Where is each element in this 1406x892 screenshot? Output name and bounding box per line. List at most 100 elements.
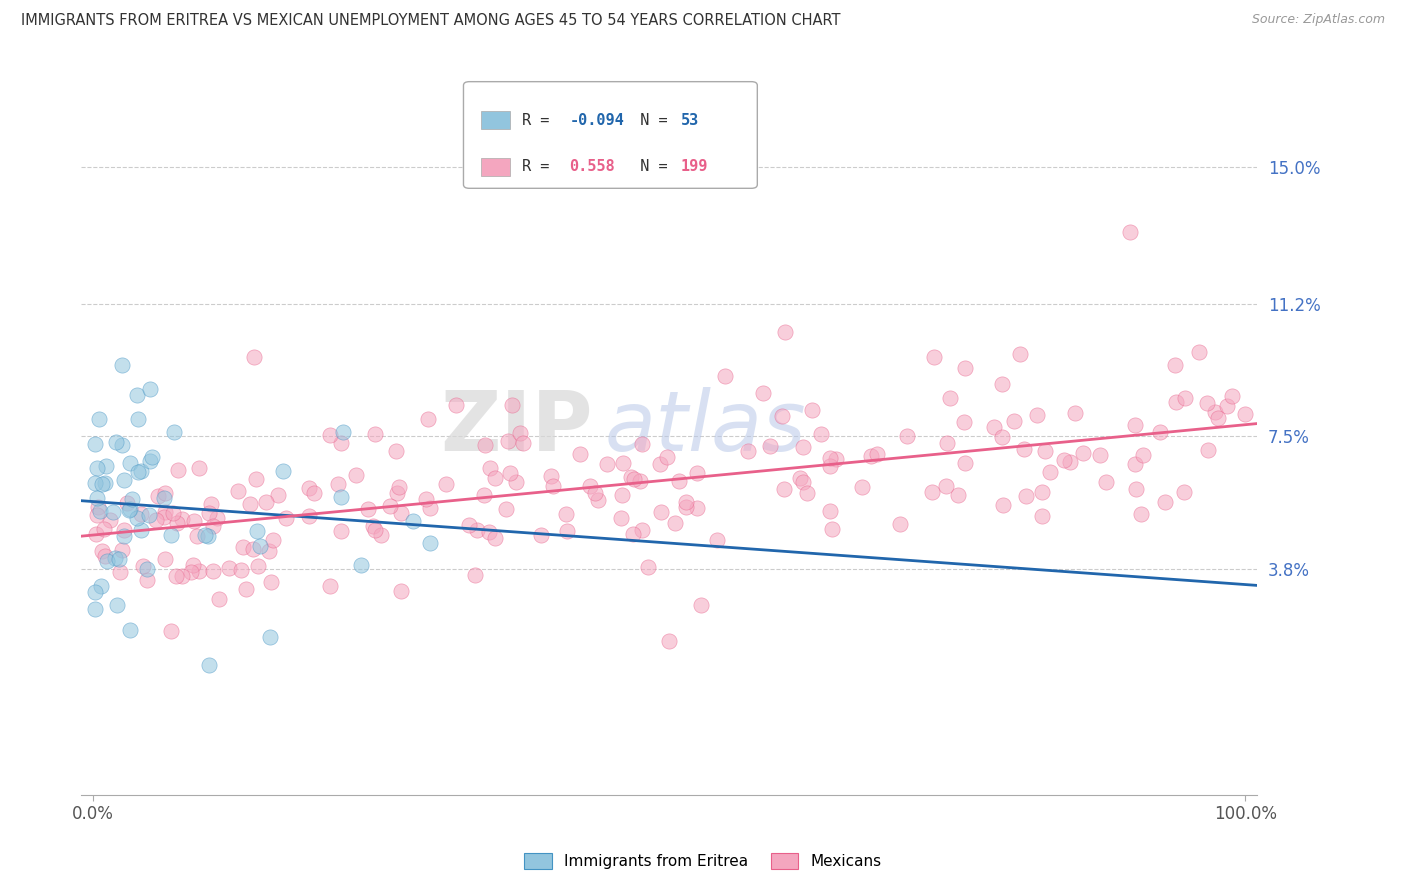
Point — [751, 385, 773, 400]
Point — [631, 523, 654, 537]
Point — [484, 532, 506, 546]
Point — [496, 434, 519, 449]
Point — [125, 387, 148, 401]
Point — [1059, 455, 1081, 469]
Point — [146, 489, 169, 503]
Point — [153, 505, 176, 519]
Point — [586, 493, 609, 508]
Point — [245, 472, 267, 486]
Point — [1234, 408, 1257, 422]
Point — [330, 436, 353, 450]
Point — [319, 579, 342, 593]
Point — [499, 466, 522, 480]
Point — [105, 598, 128, 612]
Point — [197, 657, 219, 672]
Point — [232, 540, 254, 554]
Point — [953, 456, 976, 470]
Point — [180, 566, 202, 580]
Point — [1222, 389, 1244, 403]
Point — [118, 623, 141, 637]
Point — [689, 598, 711, 612]
Point — [139, 382, 162, 396]
Point — [127, 465, 149, 479]
Point — [298, 508, 321, 523]
Point — [153, 486, 176, 500]
Point — [163, 425, 186, 439]
Point — [478, 524, 501, 539]
Point — [773, 482, 796, 496]
Point — [825, 452, 848, 467]
Point — [706, 533, 728, 548]
Point — [820, 458, 842, 473]
Point — [953, 361, 976, 376]
Point — [1064, 405, 1087, 419]
Point — [501, 398, 523, 412]
Point — [1015, 489, 1038, 503]
Point — [474, 488, 496, 502]
Point — [1197, 396, 1219, 410]
Point — [512, 435, 534, 450]
Point — [1025, 408, 1047, 422]
Point — [419, 500, 441, 515]
Point — [612, 456, 634, 470]
Point — [541, 479, 564, 493]
Point — [792, 441, 814, 455]
Point — [90, 477, 112, 491]
Point — [101, 505, 124, 519]
Point — [118, 456, 141, 470]
Point — [860, 449, 883, 463]
Text: ZIP: ZIP — [440, 387, 593, 467]
Point — [675, 495, 697, 509]
Point — [938, 391, 960, 405]
FancyBboxPatch shape — [464, 82, 758, 188]
Point — [770, 409, 793, 423]
Point — [1039, 466, 1062, 480]
Point — [505, 475, 527, 490]
Point — [188, 564, 211, 578]
Point — [194, 528, 217, 542]
Point — [628, 475, 651, 489]
Point — [1132, 449, 1154, 463]
Point — [380, 499, 402, 513]
Point — [201, 565, 224, 579]
Point — [530, 527, 553, 541]
Point — [416, 411, 439, 425]
Text: 53: 53 — [681, 112, 699, 128]
Text: IMMIGRANTS FROM ERITREA VS MEXICAN UNEMPLOYMENT AMONG AGES 45 TO 54 YEARS CORREL: IMMIGRANTS FROM ERITREA VS MEXICAN UNEMP… — [21, 13, 841, 29]
Point — [86, 461, 108, 475]
Point — [896, 428, 918, 442]
Point — [153, 491, 176, 506]
Point — [595, 457, 617, 471]
Point — [127, 412, 149, 426]
Point — [110, 543, 132, 558]
Point — [84, 585, 107, 599]
Point — [936, 436, 959, 450]
Point — [370, 528, 392, 542]
Point — [484, 471, 506, 485]
Point — [509, 426, 531, 441]
Text: atlas: atlas — [605, 387, 806, 467]
Point — [117, 503, 139, 517]
Point — [401, 514, 423, 528]
Point — [474, 438, 496, 452]
Point — [464, 568, 486, 582]
Point — [1031, 509, 1053, 524]
Point — [946, 488, 969, 502]
Point — [821, 522, 844, 536]
Point — [105, 435, 128, 450]
Point — [259, 575, 281, 590]
Point — [84, 526, 107, 541]
Point — [247, 558, 270, 573]
Point — [208, 591, 231, 606]
Point — [389, 506, 412, 520]
Point — [202, 518, 225, 533]
Point — [620, 470, 643, 484]
Point — [991, 376, 1014, 391]
Point — [801, 403, 824, 417]
Point — [186, 529, 208, 543]
Point — [200, 497, 222, 511]
Point — [818, 451, 841, 466]
Text: N =: N = — [621, 112, 676, 128]
Point — [889, 517, 911, 532]
Point — [197, 529, 219, 543]
